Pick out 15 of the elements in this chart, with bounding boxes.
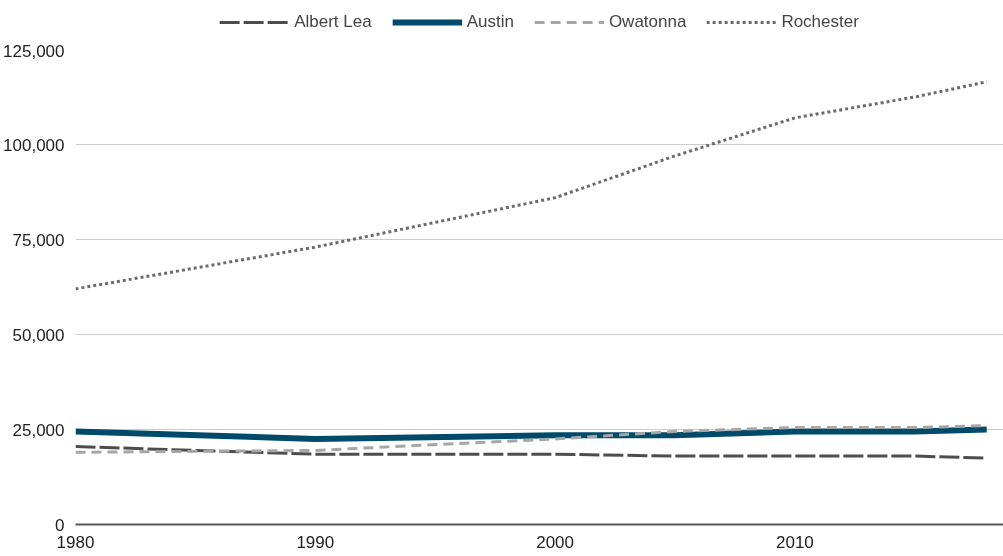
x-tick-label: 1990 xyxy=(296,532,335,552)
x-tick-label: 2000 xyxy=(536,532,575,552)
legend-label: Austin xyxy=(466,12,514,32)
line-series xyxy=(75,80,989,291)
x-tick-label: 2010 xyxy=(775,532,814,552)
y-tick-label: 75,000 xyxy=(12,230,65,250)
y-tick-label: 125,000 xyxy=(3,41,65,61)
y-tick-label: 50,000 xyxy=(12,325,65,345)
x-tick-label: 1980 xyxy=(56,532,95,552)
legend-label: Rochester xyxy=(781,12,859,32)
legend-label: Albert Lea xyxy=(294,12,372,32)
y-tick-label: 25,000 xyxy=(12,420,65,440)
y-tick-label: 0 xyxy=(55,515,65,535)
legend-label: Owatonna xyxy=(608,12,687,32)
y-tick-label: 100,000 xyxy=(3,135,65,155)
